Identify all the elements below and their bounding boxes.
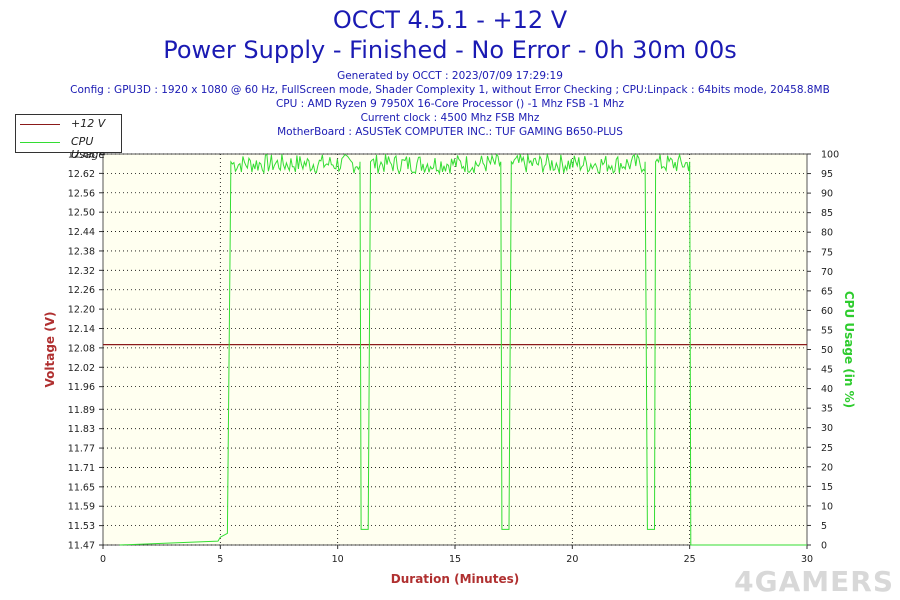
x-tick-label: 10	[332, 554, 344, 565]
y2-tick-label: 65	[821, 286, 833, 297]
y2-tick-label: 10	[821, 501, 833, 512]
watermark-logo: 4GAMERS	[734, 565, 894, 598]
y-tick-label: 12.02	[68, 363, 95, 374]
y-tick-label: 11.96	[68, 382, 95, 393]
y-tick-label: 12.26	[68, 285, 95, 296]
y-axis-label: Voltage (V)	[43, 312, 57, 388]
y2-tick-label: 30	[821, 423, 833, 434]
y2-tick-label: 35	[821, 404, 833, 415]
y2-tick-label: 100	[821, 150, 839, 161]
clock-info: Current clock : 4500 Mhz FSB Mhz	[360, 112, 540, 124]
y2-tick-label: 90	[821, 189, 833, 200]
y-tick-label: 12.68	[68, 150, 95, 161]
y-tick-label: 12.32	[68, 266, 95, 277]
legend-label-cpu: CPU Usage	[71, 135, 106, 161]
y2-tick-label: 50	[821, 345, 833, 356]
x-tick-label: 30	[801, 554, 813, 565]
series-line-cpu-usage	[119, 152, 807, 546]
y-tick-label: 12.38	[68, 246, 95, 257]
legend-swatch-cpu	[20, 142, 60, 143]
legend: +12 V CPU Usage	[15, 114, 122, 161]
chart-title: OCCT 4.5.1 - +12 V	[332, 6, 568, 34]
y-tick-label: 11.65	[68, 482, 95, 493]
y-tick-label: 12.20	[68, 305, 95, 316]
y2-tick-label: 85	[821, 208, 833, 219]
y2-tick-label: 80	[821, 228, 833, 239]
legend-item-voltage: +12 V	[16, 116, 121, 132]
y2-tick-label: 5	[821, 521, 827, 532]
x-tick-label: 15	[449, 554, 461, 565]
y-tick-label: 12.50	[68, 208, 95, 219]
y-tick-label: 11.77	[68, 444, 95, 455]
y-tick-label: 11.53	[68, 521, 95, 532]
y-tick-label: 11.47	[68, 541, 95, 552]
y-tick-label: 12.62	[68, 169, 95, 180]
y2-tick-label: 45	[821, 365, 833, 376]
chart-subtitle: Power Supply - Finished - No Error - 0h …	[163, 36, 737, 64]
x-tick-label: 5	[217, 554, 223, 565]
y2-tick-label: 0	[821, 541, 827, 552]
y2-tick-label: 25	[821, 443, 833, 454]
y-tick-label: 11.89	[68, 405, 95, 416]
y-tick-label: 12.56	[68, 188, 95, 199]
x-tick-label: 25	[684, 554, 696, 565]
y2-tick-label: 60	[821, 306, 833, 317]
y2-tick-label: 75	[821, 247, 833, 258]
config-info: Config : GPU3D : 1920 x 1080 @ 60 Hz, Fu…	[70, 84, 830, 96]
y2-tick-label: 95	[821, 169, 833, 180]
y2-tick-label: 55	[821, 325, 833, 336]
y-tick-label: 11.83	[68, 424, 95, 435]
y-tick-label: 11.71	[68, 463, 95, 474]
generated-info: Generated by OCCT : 2023/07/09 17:29:19	[337, 70, 563, 82]
legend-item-cpu: CPU Usage	[16, 134, 121, 161]
motherboard-info: MotherBoard : ASUSTeK COMPUTER INC.: TUF…	[277, 126, 623, 138]
legend-label-voltage: +12 V	[71, 117, 106, 130]
y-tick-label: 12.14	[68, 324, 95, 335]
y2-tick-label: 40	[821, 384, 833, 395]
x-tick-label: 20	[566, 554, 578, 565]
y2-tick-label: 15	[821, 482, 833, 493]
y2-axis-label: CPU Usage (in %)	[842, 291, 856, 408]
y2-tick-label: 20	[821, 462, 833, 473]
x-tick-label: 0	[100, 554, 106, 565]
y-tick-label: 12.08	[68, 343, 95, 354]
y2-tick-label: 70	[821, 267, 833, 278]
cpu-info: CPU : AMD Ryzen 9 7950X 16-Core Processo…	[275, 98, 625, 110]
legend-swatch-voltage	[20, 124, 60, 125]
y-tick-label: 12.44	[68, 227, 95, 238]
y-tick-label: 11.59	[68, 502, 95, 513]
x-axis-label: Duration (Minutes)	[391, 572, 519, 586]
